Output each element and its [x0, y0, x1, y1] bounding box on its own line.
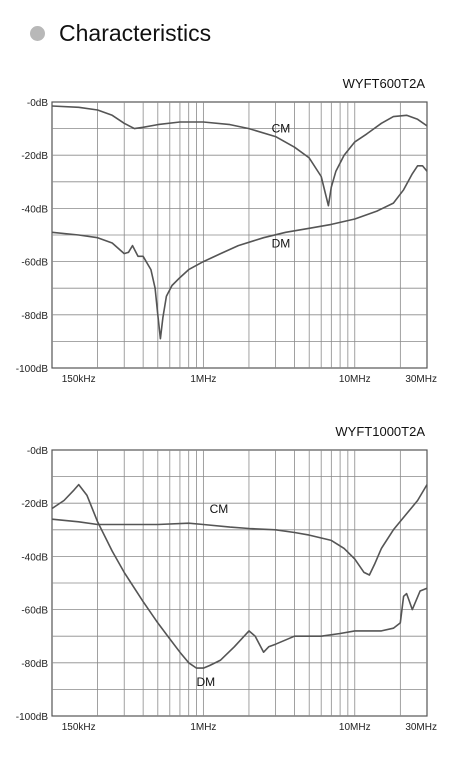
y-tick-label: -20dB: [21, 151, 48, 162]
chart-wyft1000t2a: -0dB -20dB -40dB -60dB -80dB -100dB 150kHz 1MHz…: [16, 424, 437, 733]
series-label-dm: DM: [272, 237, 291, 251]
series-label-cm: CM: [210, 502, 229, 516]
series-label-dm: DM: [196, 675, 215, 689]
y-tick-label: -20dB: [21, 499, 48, 510]
y-tick-label: -80dB: [21, 659, 48, 670]
series-line-cm: [51, 484, 428, 576]
x-tick-label: 10MHz: [339, 374, 371, 385]
y-tick-label: -100dB: [16, 364, 49, 375]
x-tick-label: 30MHz: [405, 374, 437, 385]
series-line-cm: [51, 105, 428, 207]
section-title: Characteristics: [59, 19, 212, 46]
series-line-dm: [51, 483, 428, 669]
y-tick-label: -40dB: [21, 552, 48, 563]
y-tick-label: -0dB: [27, 446, 48, 457]
x-tick-label: 1MHz: [190, 722, 216, 733]
y-tick-label: -60dB: [21, 606, 48, 617]
y-tick-label: -40dB: [21, 204, 48, 215]
x-tick-label: 10MHz: [339, 722, 371, 733]
y-tick-label: -100dB: [16, 712, 49, 723]
chart-title: WYFT600T2A: [343, 76, 426, 91]
y-tick-label: -60dB: [21, 258, 48, 269]
x-tick-label: 150kHz: [62, 722, 96, 733]
x-tick-label: 150kHz: [62, 374, 96, 385]
y-tick-label: -80dB: [21, 311, 48, 322]
series-label-cm: CM: [272, 122, 291, 136]
section-header: Characteristics: [30, 18, 211, 48]
x-tick-label: 30MHz: [405, 722, 437, 733]
chart-title: WYFT1000T2A: [335, 424, 425, 439]
bullet-icon: [30, 25, 45, 41]
chart-wyft600t2a: -0dB -20dB -40dB -60dB -80dB -100dB 150kHz 1MHz…: [16, 76, 437, 385]
y-tick-label: -0dB: [27, 98, 48, 109]
series-line-dm: [51, 165, 428, 340]
x-tick-label: 1MHz: [190, 374, 216, 385]
